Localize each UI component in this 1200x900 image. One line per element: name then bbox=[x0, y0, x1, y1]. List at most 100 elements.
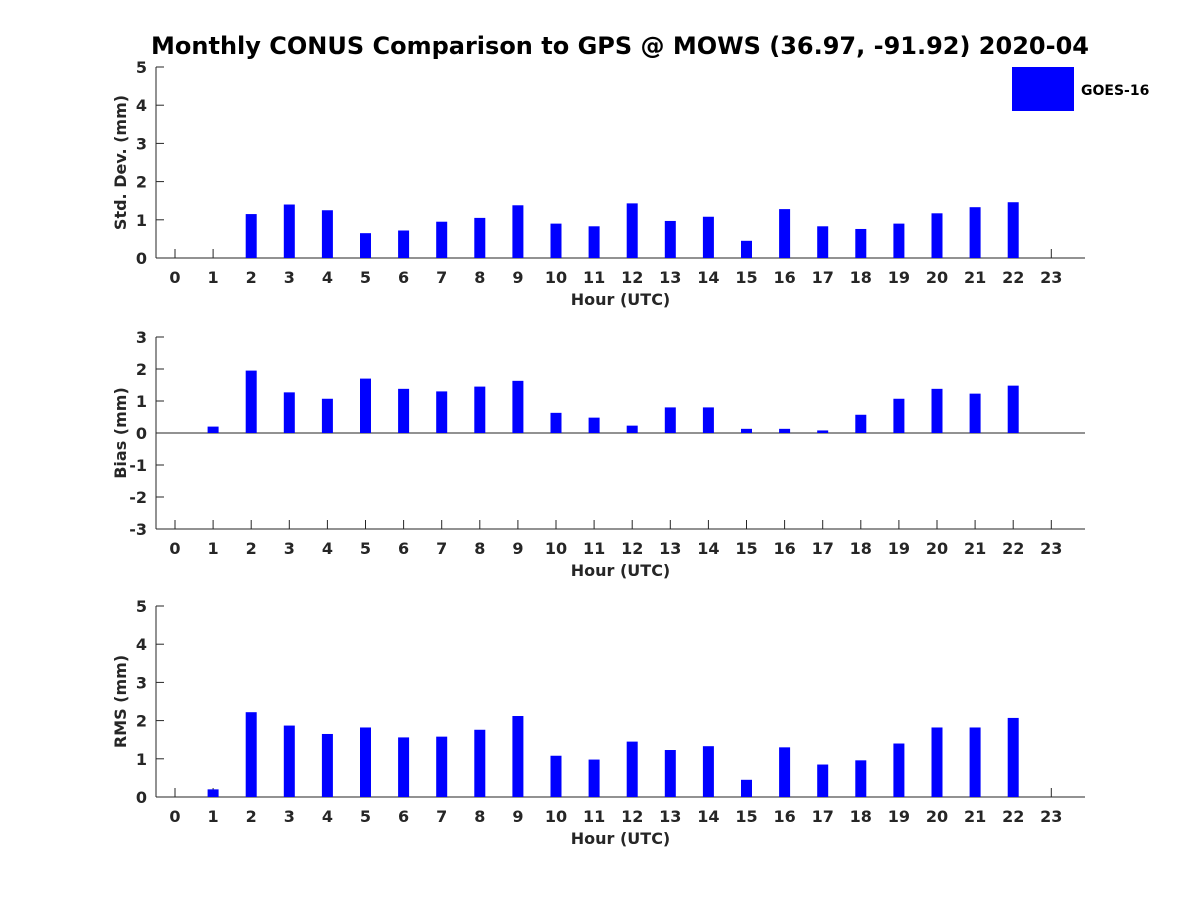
y-tick-label: 3 bbox=[136, 328, 147, 347]
bar-hour-13 bbox=[664, 407, 676, 433]
x-tick-label: 6 bbox=[398, 539, 409, 558]
x-tick-label: 2 bbox=[246, 539, 257, 558]
bar-hour-16 bbox=[779, 428, 791, 433]
x-tick-label: 8 bbox=[474, 807, 485, 826]
bar-hour-21 bbox=[969, 727, 981, 797]
bar-hour-12 bbox=[626, 203, 638, 258]
y-tick-label: 0 bbox=[136, 424, 147, 443]
x-tick-label: 22 bbox=[1002, 539, 1024, 558]
bar-hour-8 bbox=[474, 217, 486, 258]
bar-hour-17 bbox=[817, 430, 829, 433]
x-tick-label: 11 bbox=[583, 539, 605, 558]
bar-hour-3 bbox=[283, 392, 295, 433]
y-axis-label: Bias (mm) bbox=[111, 387, 130, 479]
bar-hour-4 bbox=[321, 398, 333, 433]
bar-hour-14 bbox=[702, 407, 714, 433]
x-tick-label: 3 bbox=[284, 539, 295, 558]
bar-hour-22 bbox=[1007, 717, 1019, 797]
x-tick-label: 4 bbox=[322, 539, 333, 558]
x-tick-label: 16 bbox=[773, 268, 795, 287]
x-tick-label: 20 bbox=[926, 807, 948, 826]
bar-hour-6 bbox=[398, 230, 410, 258]
x-tick-label: 5 bbox=[360, 807, 371, 826]
y-tick-label: 3 bbox=[136, 134, 147, 153]
x-tick-label: 9 bbox=[512, 807, 523, 826]
x-tick-label: 15 bbox=[735, 539, 757, 558]
bar-hour-13 bbox=[664, 750, 676, 797]
bar-hour-8 bbox=[474, 386, 486, 433]
x-tick-label: 13 bbox=[659, 268, 681, 287]
bar-hour-20 bbox=[931, 727, 943, 797]
x-tick-label: 18 bbox=[850, 807, 872, 826]
x-tick-label: 12 bbox=[621, 539, 643, 558]
x-tick-label: 11 bbox=[583, 268, 605, 287]
y-tick-label: 1 bbox=[136, 392, 147, 411]
bar-hour-14 bbox=[702, 216, 714, 258]
x-tick-label: 3 bbox=[284, 268, 295, 287]
bar-hour-2 bbox=[245, 214, 257, 258]
bar-hour-19 bbox=[893, 398, 905, 433]
bar-hour-18 bbox=[855, 228, 867, 258]
x-tick-label: 13 bbox=[659, 807, 681, 826]
bar-hour-22 bbox=[1007, 202, 1019, 258]
x-tick-label: 2 bbox=[246, 268, 257, 287]
x-tick-label: 19 bbox=[888, 807, 910, 826]
bar-hour-6 bbox=[398, 737, 410, 797]
bar-hour-11 bbox=[588, 226, 600, 258]
x-tick-label: 11 bbox=[583, 807, 605, 826]
x-tick-label: 4 bbox=[322, 807, 333, 826]
y-tick-label: 2 bbox=[136, 360, 147, 379]
x-tick-label: 20 bbox=[926, 268, 948, 287]
x-tick-label: 8 bbox=[474, 539, 485, 558]
bar-hour-7 bbox=[436, 221, 448, 258]
x-tick-label: 7 bbox=[436, 539, 447, 558]
x-tick-label: 16 bbox=[773, 807, 795, 826]
x-tick-label: 10 bbox=[545, 268, 567, 287]
bar-hour-9 bbox=[512, 716, 524, 797]
bar-hour-13 bbox=[664, 220, 676, 258]
bar-hour-15 bbox=[741, 240, 752, 258]
bar-hour-3 bbox=[283, 725, 295, 797]
x-tick-label: 2 bbox=[246, 807, 257, 826]
legend-label: GOES-16 bbox=[1081, 83, 1149, 99]
bar-hour-4 bbox=[321, 733, 333, 797]
bar-hour-12 bbox=[626, 741, 638, 797]
bar-hour-18 bbox=[855, 760, 867, 797]
bar-hour-3 bbox=[283, 204, 295, 258]
x-tick-label: 23 bbox=[1040, 539, 1062, 558]
x-tick-label: 15 bbox=[735, 268, 757, 287]
y-tick-label: 4 bbox=[136, 96, 147, 115]
bar-hour-17 bbox=[817, 226, 829, 258]
bar-hour-19 bbox=[893, 743, 905, 797]
bar-hour-16 bbox=[779, 747, 791, 797]
x-axis-label: Hour (UTC) bbox=[571, 829, 671, 848]
bar-hour-2 bbox=[245, 712, 257, 797]
x-tick-label: 21 bbox=[964, 539, 986, 558]
bar-hour-11 bbox=[588, 759, 600, 797]
bar-hour-9 bbox=[512, 380, 524, 433]
bar-hour-21 bbox=[969, 393, 981, 433]
x-tick-label: 21 bbox=[964, 807, 986, 826]
bar-hour-11 bbox=[588, 417, 600, 433]
x-tick-label: 1 bbox=[208, 539, 219, 558]
x-tick-label: 16 bbox=[773, 539, 795, 558]
x-tick-label: 23 bbox=[1040, 807, 1062, 826]
bar-hour-20 bbox=[931, 388, 943, 433]
x-axis-label: Hour (UTC) bbox=[571, 561, 671, 580]
bar-hour-19 bbox=[893, 223, 905, 258]
x-tick-label: 10 bbox=[545, 539, 567, 558]
bar-hour-7 bbox=[436, 736, 448, 797]
bar-hour-4 bbox=[321, 210, 333, 258]
x-tick-label: 14 bbox=[697, 807, 719, 826]
x-tick-label: 1 bbox=[208, 807, 219, 826]
x-tick-label: 18 bbox=[850, 268, 872, 287]
bar-hour-8 bbox=[474, 729, 486, 797]
y-tick-label: 1 bbox=[136, 211, 147, 230]
x-tick-label: 22 bbox=[1002, 268, 1024, 287]
x-tick-label: 22 bbox=[1002, 807, 1024, 826]
bar-hour-5 bbox=[360, 727, 371, 797]
x-tick-label: 19 bbox=[888, 539, 910, 558]
